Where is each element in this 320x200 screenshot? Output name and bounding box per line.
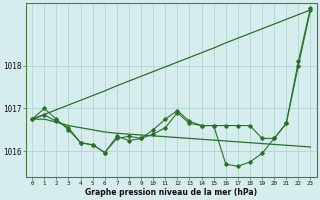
X-axis label: Graphe pression niveau de la mer (hPa): Graphe pression niveau de la mer (hPa) bbox=[85, 188, 257, 197]
